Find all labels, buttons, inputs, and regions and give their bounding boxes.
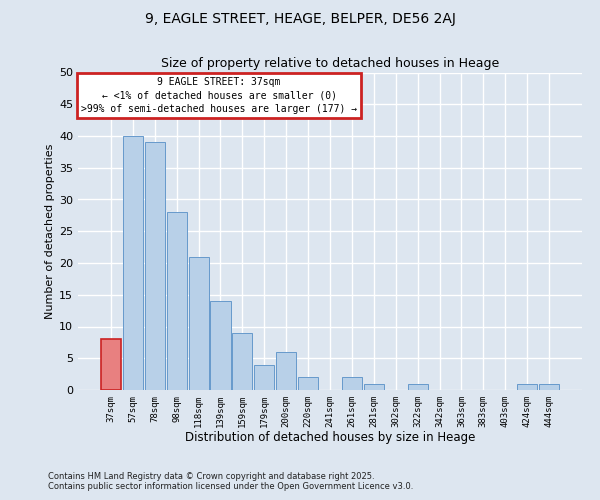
Title: Size of property relative to detached houses in Heage: Size of property relative to detached ho… (161, 57, 499, 70)
Bar (211, 301, 230, 390)
Text: Contains HM Land Registry data © Crown copyright and database right 2025.
Contai: Contains HM Land Registry data © Crown c… (48, 472, 413, 491)
Bar (167, 212, 187, 390)
Bar (517, 384, 537, 390)
Bar (407, 384, 428, 390)
Bar (364, 384, 384, 390)
Bar (539, 384, 559, 390)
Text: 9 EAGLE STREET: 37sqm
← <1% of detached houses are smaller (0)
>99% of semi-deta: 9 EAGLE STREET: 37sqm ← <1% of detached … (81, 78, 357, 114)
Text: 9, EAGLE STREET, HEAGE, BELPER, DE56 2AJ: 9, EAGLE STREET, HEAGE, BELPER, DE56 2AJ (145, 12, 455, 26)
Bar (145, 142, 165, 390)
X-axis label: Distribution of detached houses by size in Heage: Distribution of detached houses by size … (185, 432, 475, 444)
Bar (276, 352, 296, 390)
Bar (232, 333, 253, 390)
Bar (101, 339, 121, 390)
Bar (254, 364, 274, 390)
Bar (123, 136, 143, 390)
Bar (188, 256, 209, 390)
Y-axis label: Number of detached properties: Number of detached properties (45, 144, 55, 319)
Bar (298, 378, 318, 390)
Bar (342, 378, 362, 390)
